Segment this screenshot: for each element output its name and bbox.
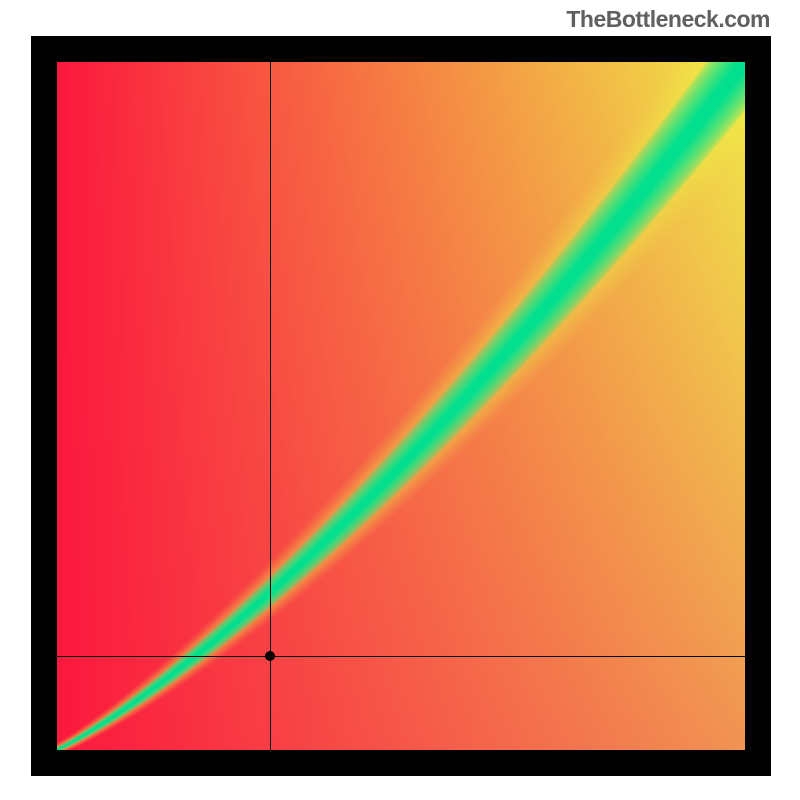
watermark-text: TheBottleneck.com: [566, 6, 770, 33]
crosshair-marker-dot: [265, 651, 275, 661]
heatmap-canvas: [57, 62, 745, 750]
crosshair-vertical: [270, 62, 271, 750]
heatmap-plot-area: [57, 62, 745, 750]
crosshair-horizontal: [57, 656, 745, 657]
chart-container: TheBottleneck.com: [0, 0, 800, 800]
